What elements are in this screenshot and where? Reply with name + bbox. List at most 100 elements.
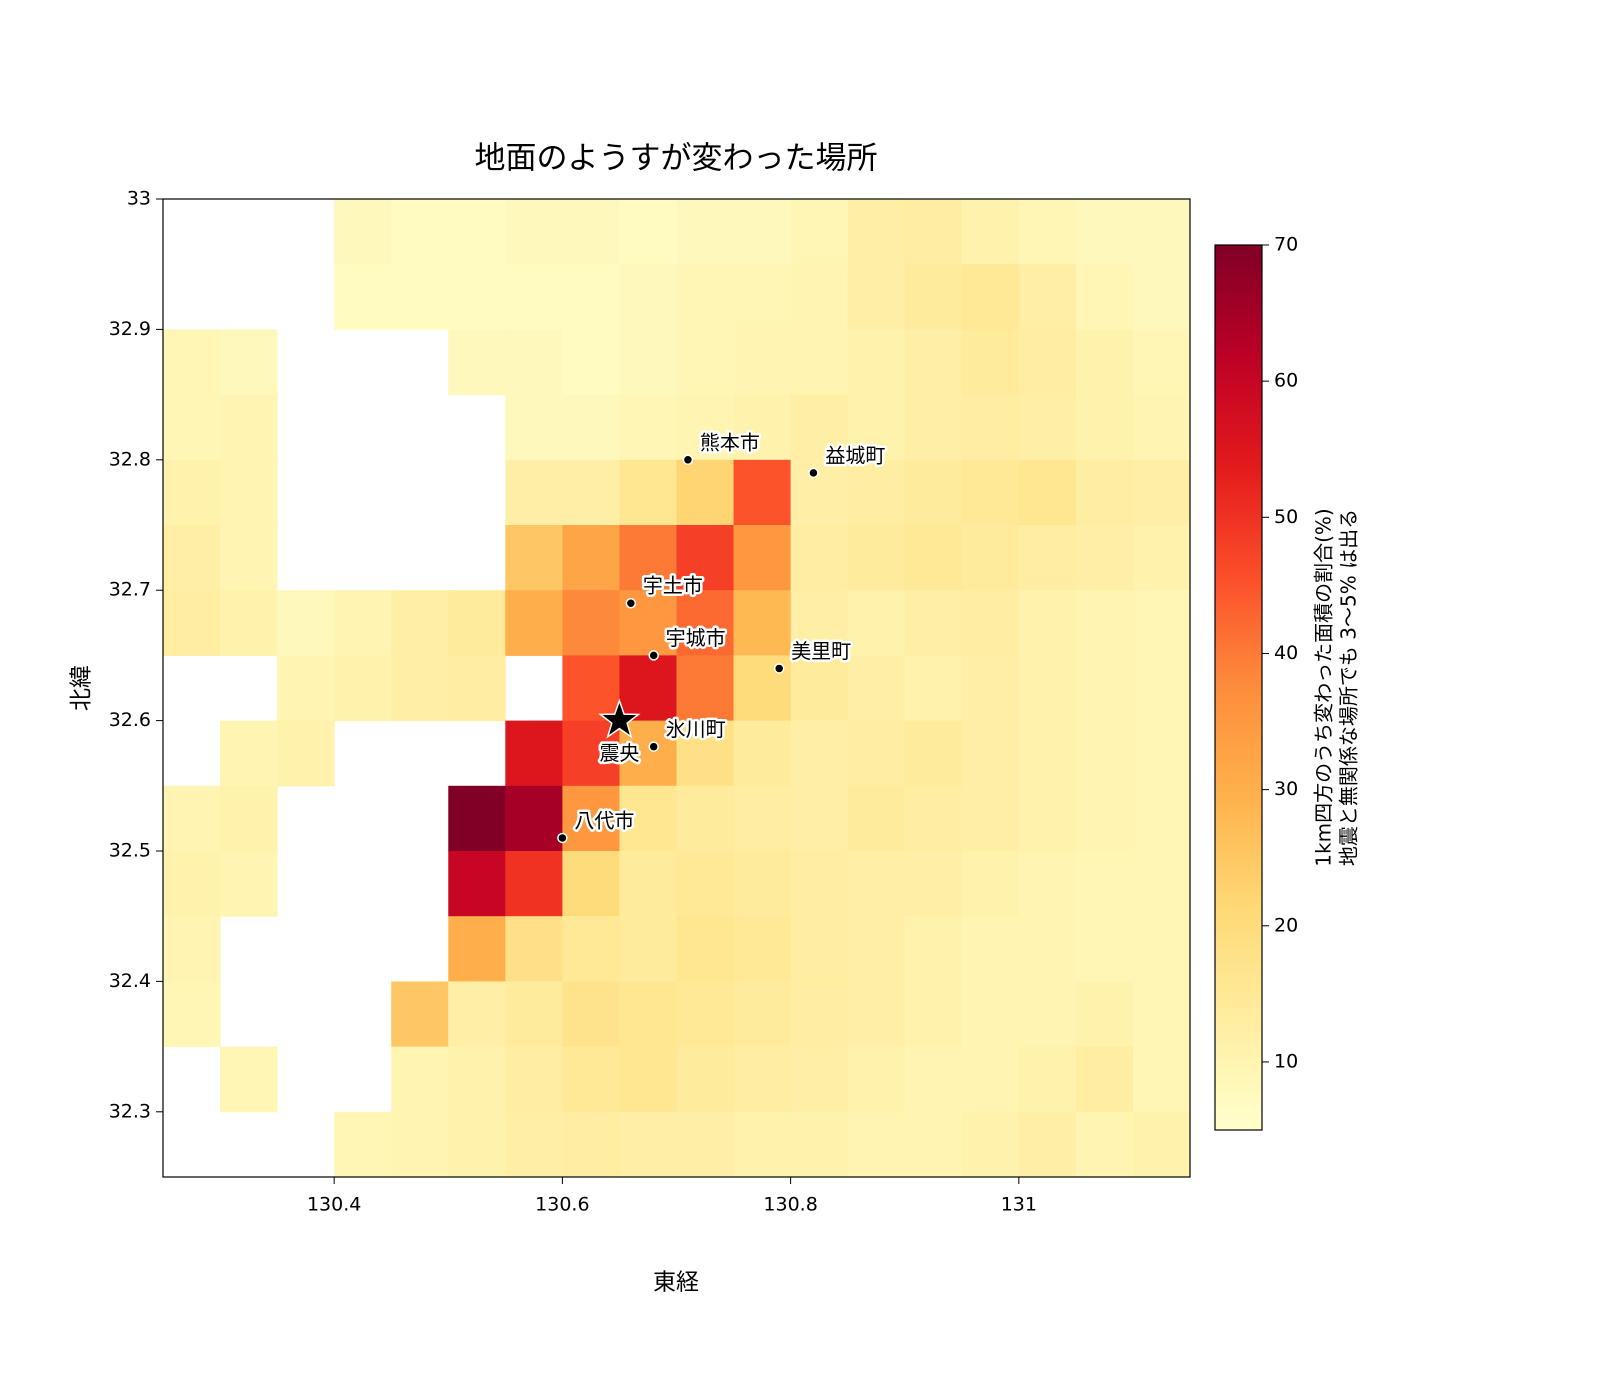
heat-cell xyxy=(733,525,792,591)
y-axis-label: 北緯 xyxy=(69,665,95,711)
heat-cell xyxy=(1018,590,1077,656)
heat-cell xyxy=(790,785,849,852)
heat-cell xyxy=(391,655,449,722)
city-label: 八代市 xyxy=(574,808,634,832)
heat-cell xyxy=(904,720,963,787)
heat-cell xyxy=(163,394,221,461)
heat-cell xyxy=(1075,459,1134,526)
x-tick-label: 131 xyxy=(1001,1194,1037,1216)
heat-cell xyxy=(961,590,1020,656)
heat-cell xyxy=(847,851,906,917)
y-tick-label: 32.7 xyxy=(109,579,151,601)
heat-cell xyxy=(619,199,677,265)
heat-cell xyxy=(847,785,906,852)
heat-cell xyxy=(1075,394,1134,461)
heat-cell xyxy=(619,329,677,396)
colorbar-tick-label: 20 xyxy=(1274,914,1298,936)
heat-cell xyxy=(220,1046,278,1113)
heat-cell xyxy=(163,916,221,982)
heat-cell xyxy=(904,199,963,265)
heat-cell xyxy=(961,785,1020,852)
heat-cell xyxy=(1018,916,1077,982)
heat-cell xyxy=(676,851,735,917)
heat-cell xyxy=(676,525,735,591)
heat-cell xyxy=(334,199,392,265)
heat-cell xyxy=(1132,1111,1191,1178)
heat-cell xyxy=(790,981,849,1048)
y-tick-label: 32.6 xyxy=(109,709,151,731)
heat-cell xyxy=(790,1046,849,1113)
heat-cell xyxy=(847,590,906,656)
heat-cell xyxy=(847,394,906,461)
heat-cell xyxy=(904,981,963,1048)
heat-cell xyxy=(904,329,963,396)
heat-cell xyxy=(847,981,906,1048)
heat-cell xyxy=(619,851,677,917)
heat-cell xyxy=(505,1046,563,1113)
heat-cell xyxy=(163,459,221,526)
heat-cell xyxy=(448,916,506,982)
heat-cell xyxy=(163,981,221,1048)
heat-cell xyxy=(391,264,449,330)
colorbar-tick-label: 50 xyxy=(1274,506,1298,528)
x-axis-label: 東経 xyxy=(653,1270,699,1296)
heat-cell xyxy=(334,655,392,722)
heat-cell xyxy=(505,329,563,396)
heat-cell xyxy=(220,720,278,787)
heat-cell xyxy=(1018,785,1077,852)
colorbar-tick-label: 40 xyxy=(1274,642,1298,664)
heat-cell xyxy=(1132,851,1191,917)
heat-cell xyxy=(505,264,563,330)
heat-cell xyxy=(961,1046,1020,1113)
heat-cell xyxy=(733,916,792,982)
heat-cell xyxy=(562,785,620,852)
heat-cell xyxy=(1132,785,1191,852)
heat-cell xyxy=(619,264,677,330)
colorbar-label: 1km四方のうち変わった面積の割合(%) xyxy=(1312,508,1336,866)
heat-cell xyxy=(562,1046,620,1113)
heat-cell xyxy=(961,916,1020,982)
heat-cell xyxy=(562,981,620,1048)
heat-cell xyxy=(1075,264,1134,330)
heat-cell xyxy=(1132,459,1191,526)
heat-cell xyxy=(448,981,506,1048)
heat-cell xyxy=(790,394,849,461)
heat-cell xyxy=(448,264,506,330)
colorbar-tick-label: 10 xyxy=(1274,1050,1298,1072)
heat-cell xyxy=(790,459,849,526)
heat-cell xyxy=(676,590,735,656)
city-marker xyxy=(682,454,694,466)
heat-cell xyxy=(220,459,278,526)
heat-cell xyxy=(391,1046,449,1113)
heat-cell xyxy=(904,1111,963,1178)
heat-cell xyxy=(334,1111,392,1178)
heat-cell xyxy=(1018,720,1077,787)
heat-cell xyxy=(505,916,563,982)
heat-cell xyxy=(505,590,563,656)
heat-cell xyxy=(1132,1046,1191,1113)
heat-cell xyxy=(790,264,849,330)
heat-cell xyxy=(1075,720,1134,787)
heat-cell xyxy=(904,525,963,591)
heat-cell xyxy=(220,785,278,852)
heat-cell xyxy=(847,1046,906,1113)
heat-cell xyxy=(1132,394,1191,461)
heat-cell xyxy=(1018,329,1077,396)
heat-cell xyxy=(391,199,449,265)
city-label: 宇土市 xyxy=(643,574,703,598)
heat-cell xyxy=(1075,525,1134,591)
heat-cell xyxy=(1132,916,1191,982)
heat-cell xyxy=(562,916,620,982)
heat-cell xyxy=(163,851,221,917)
heat-cell xyxy=(847,199,906,265)
heat-cell xyxy=(619,785,677,852)
heat-cell xyxy=(505,1111,563,1178)
city-marker xyxy=(625,597,637,609)
city-marker xyxy=(808,467,819,479)
x-tick-label: 130.6 xyxy=(535,1194,589,1216)
city-label: 美里町 xyxy=(791,639,851,663)
heat-cell xyxy=(847,1111,906,1178)
heat-cell xyxy=(277,655,335,722)
heat-cell xyxy=(619,1111,677,1178)
